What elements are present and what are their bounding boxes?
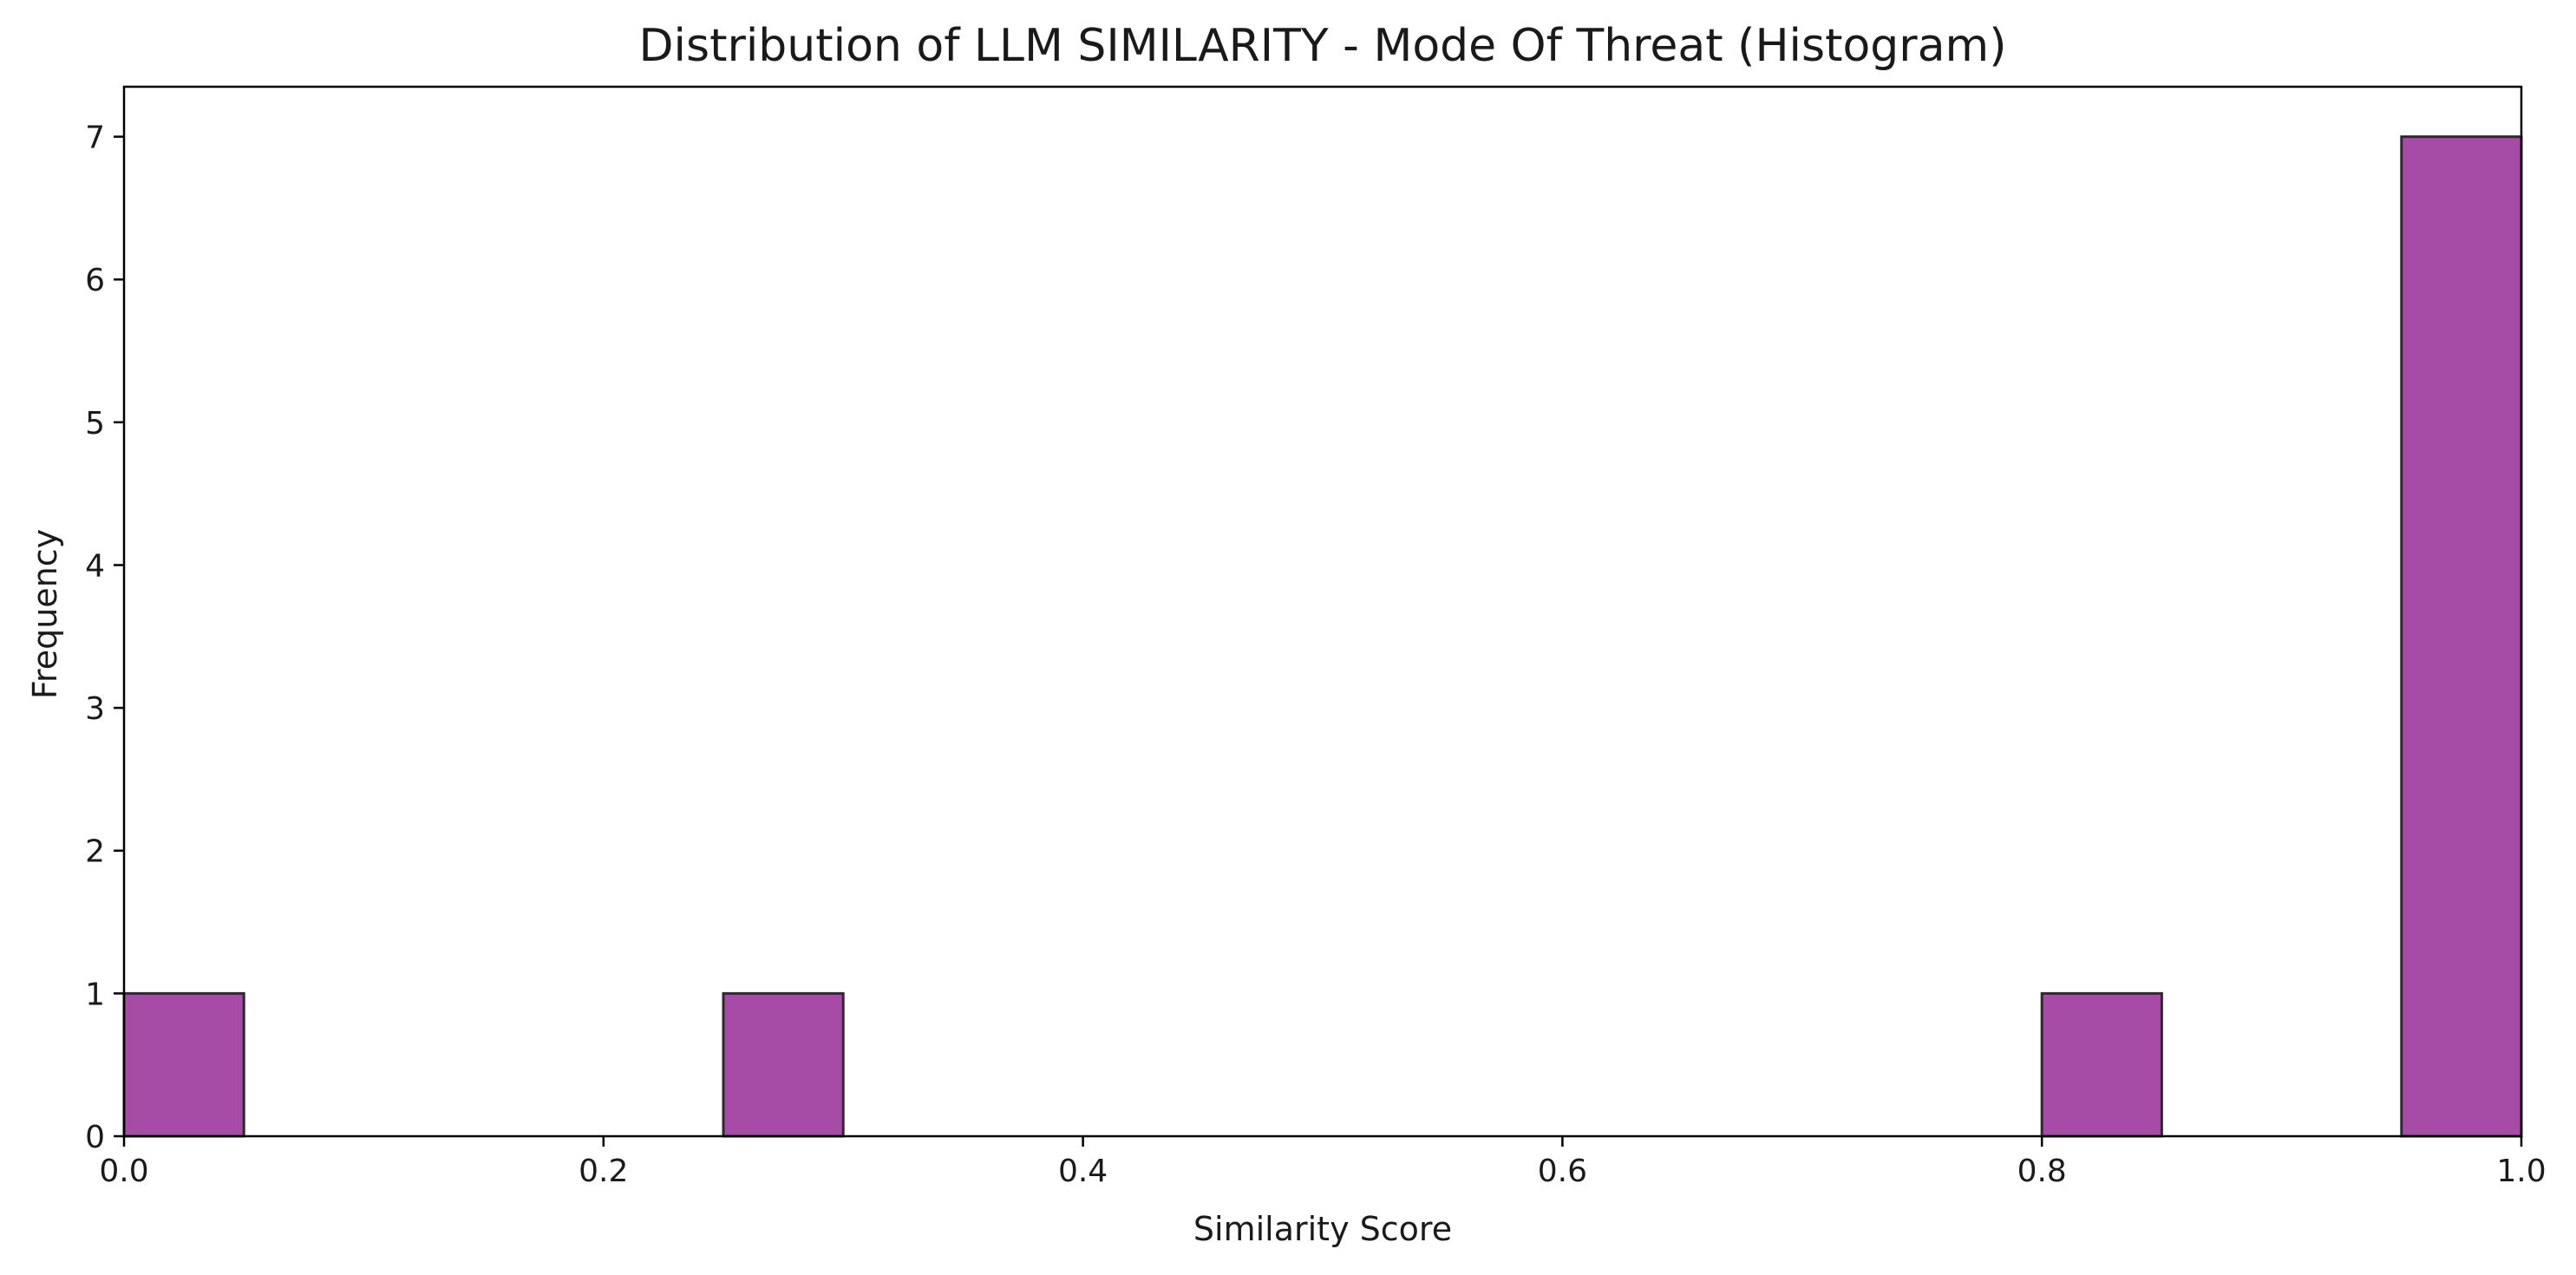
histogram-bar-3	[2400, 135, 2523, 1138]
x-tick-label: 0.4	[1058, 1154, 1108, 1189]
y-tick-label: 6	[85, 263, 105, 298]
x-tick-label: 1.0	[2496, 1154, 2546, 1189]
x-tick-label: 0.0	[99, 1154, 148, 1189]
histogram-bar-1	[722, 991, 845, 1138]
y-tick-label: 2	[85, 834, 105, 870]
y-tick-label: 0	[85, 1120, 105, 1155]
histogram-bar-0	[122, 991, 245, 1138]
y-axis-ticks: 0 1 2 3 4 5 6 7	[85, 121, 124, 1155]
y-tick-label: 5	[85, 406, 105, 441]
y-tick-label: 1	[85, 977, 105, 1012]
x-axis-ticks: 0.0 0.2 0.4 0.6 0.8 1.0	[99, 1136, 2547, 1189]
y-tick-label: 7	[85, 121, 105, 156]
y-tick-label: 4	[85, 548, 105, 584]
plot-frame	[122, 85, 2523, 1138]
histogram-bar-2	[2040, 991, 2163, 1138]
bars-group	[122, 135, 2523, 1138]
x-tick-label: 0.2	[579, 1154, 628, 1189]
x-axis-label: Similarity Score	[1193, 1210, 1452, 1248]
x-tick-label: 0.6	[1538, 1154, 1587, 1189]
x-tick-label: 0.8	[2017, 1154, 2067, 1189]
y-tick-label: 3	[85, 691, 105, 727]
chart-title: Distribution of LLM SIMILARITY - Mode Of…	[638, 20, 2006, 72]
y-axis-label: Frequency	[26, 529, 64, 699]
